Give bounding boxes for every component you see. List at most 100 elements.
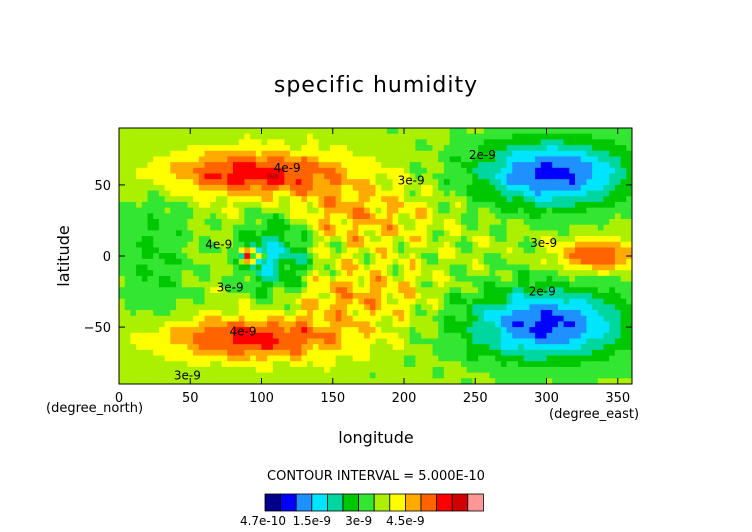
heatmap-cell — [369, 219, 377, 226]
heatmap-cell — [164, 236, 171, 243]
heatmap-cell — [347, 327, 354, 334]
heatmap-cell — [290, 292, 297, 300]
heatmap-cell — [233, 196, 240, 203]
heatmap-cell — [347, 190, 354, 197]
heatmap-cell — [495, 236, 502, 243]
heatmap-cell — [119, 201, 126, 209]
heatmap-cell — [506, 167, 513, 175]
heatmap-cell — [153, 213, 160, 220]
heatmap-cell — [426, 156, 434, 163]
heatmap-cell — [586, 327, 593, 334]
heatmap-cell — [518, 281, 525, 288]
heatmap-cell — [552, 366, 559, 374]
heatmap-cell — [181, 162, 188, 169]
heatmap-cell — [535, 287, 542, 294]
heatmap-cell — [569, 219, 576, 226]
heatmap-cell — [301, 338, 308, 345]
heatmap-cell — [500, 133, 508, 140]
heatmap-cell — [278, 145, 285, 152]
heatmap-cell — [426, 344, 434, 351]
heatmap-cell — [358, 298, 365, 305]
heatmap-cell — [449, 133, 456, 140]
heatmap-cell — [181, 173, 188, 180]
heatmap-cell — [552, 133, 559, 140]
heatmap-cell — [341, 128, 348, 135]
heatmap-cell — [461, 366, 468, 374]
heatmap-cell — [318, 292, 325, 300]
heatmap-cell — [620, 258, 627, 266]
heatmap-cell — [284, 287, 291, 294]
heatmap-cell — [421, 162, 428, 169]
heatmap-cell — [204, 219, 211, 226]
heatmap-cell — [518, 128, 525, 135]
heatmap-cell — [409, 179, 416, 186]
heatmap-cell — [329, 321, 337, 328]
heatmap-cell — [130, 150, 137, 158]
heatmap-cell — [341, 196, 348, 203]
heatmap-cell — [586, 372, 593, 379]
heatmap-cell — [341, 173, 348, 180]
heatmap-cell — [227, 366, 234, 374]
heatmap-cell — [592, 372, 599, 379]
heatmap-cell — [119, 236, 126, 243]
heatmap-cell — [586, 298, 593, 305]
heatmap-cell — [523, 201, 530, 209]
heatmap-cell — [512, 173, 519, 180]
heatmap-cell — [324, 230, 331, 237]
heatmap-cell — [529, 139, 536, 146]
heatmap-cell — [443, 128, 451, 135]
heatmap-cell — [347, 310, 354, 317]
heatmap-cell — [421, 184, 428, 192]
heatmap-cell — [404, 338, 411, 345]
heatmap-cell — [415, 275, 422, 283]
heatmap-cell — [478, 338, 485, 345]
heatmap-cell — [426, 128, 434, 135]
heatmap-cell — [158, 184, 166, 192]
heatmap-cell — [329, 361, 337, 368]
heatmap-cell — [529, 219, 536, 226]
heatmap-cell — [272, 133, 280, 140]
heatmap-cell — [518, 156, 525, 163]
heatmap-cell — [119, 270, 126, 277]
heatmap-cell — [472, 304, 479, 311]
heatmap-cell — [244, 128, 251, 135]
heatmap-cell — [620, 292, 627, 300]
heatmap-cell — [557, 378, 565, 384]
heatmap-cell — [552, 213, 559, 220]
heatmap-cell — [386, 361, 394, 368]
heatmap-cell — [478, 213, 485, 220]
heatmap-cell — [261, 150, 268, 158]
heatmap-cell — [341, 219, 348, 226]
heatmap-cell — [227, 275, 234, 283]
heatmap-cell — [187, 179, 194, 186]
heatmap-cell — [563, 298, 570, 305]
heatmap-cell — [352, 241, 359, 249]
heatmap-cell — [620, 184, 627, 192]
heatmap-cell — [198, 372, 206, 379]
heatmap-cell — [221, 167, 228, 175]
heatmap-cell — [301, 310, 308, 317]
colorbar-tick-label: 4.7e-10 — [240, 514, 286, 528]
heatmap-cell — [210, 173, 217, 180]
heatmap-cell — [267, 145, 274, 152]
heatmap-cell — [478, 190, 485, 197]
heatmap-cell — [569, 207, 576, 214]
heatmap-cell — [267, 196, 274, 203]
heatmap-cell — [386, 230, 394, 237]
heatmap-cell — [506, 133, 513, 140]
heatmap-cell — [244, 298, 251, 305]
heatmap-cell — [250, 258, 257, 266]
heatmap-cell — [626, 139, 632, 146]
heatmap-cell — [233, 366, 240, 374]
heatmap-cell — [392, 162, 399, 169]
heatmap-cell — [250, 145, 257, 152]
heatmap-cell — [141, 361, 149, 368]
heatmap-cell — [609, 167, 616, 175]
heatmap-cell — [523, 338, 530, 345]
heatmap-cell — [272, 275, 280, 283]
heatmap-cell — [432, 201, 439, 209]
heatmap-cell — [489, 145, 496, 152]
heatmap-cell — [404, 230, 411, 237]
heatmap-cell — [352, 372, 359, 379]
heatmap-cell — [358, 184, 365, 192]
